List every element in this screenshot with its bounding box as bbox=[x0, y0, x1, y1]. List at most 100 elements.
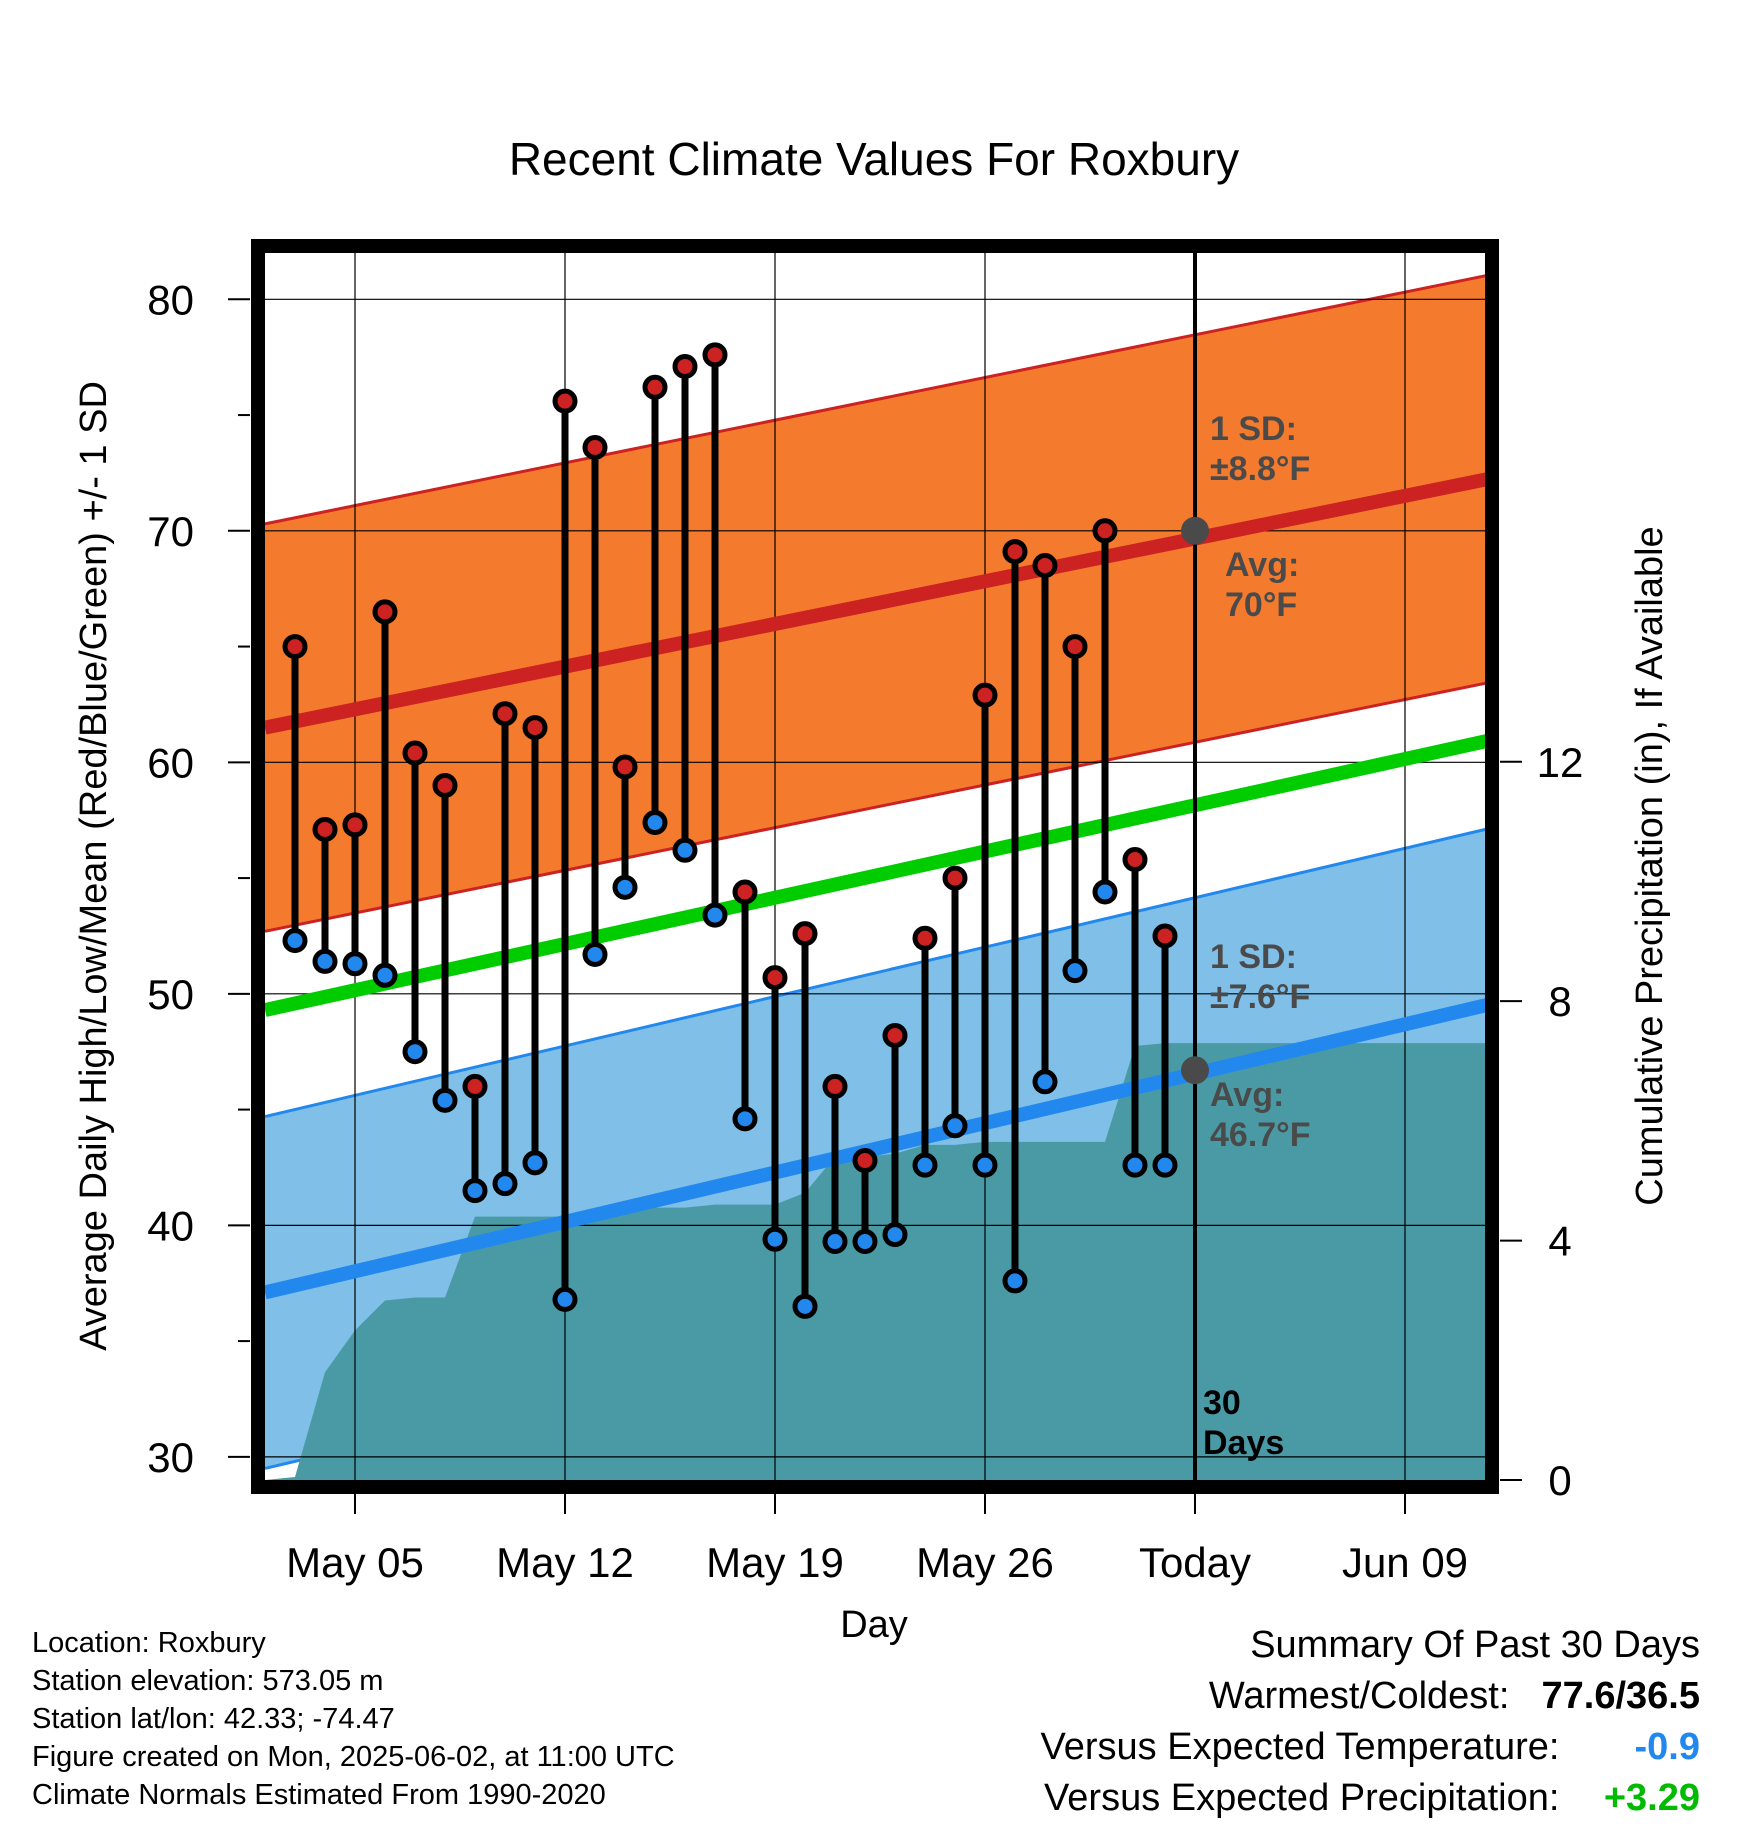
daily-high-point bbox=[612, 754, 638, 780]
y2-tick-label: 4 bbox=[1548, 1218, 1571, 1265]
daily-high-point bbox=[492, 701, 518, 727]
daily-high-point bbox=[1152, 923, 1178, 949]
daily-low-point bbox=[462, 1178, 488, 1204]
daily-low-point bbox=[582, 941, 608, 967]
daily-high-point bbox=[552, 388, 578, 414]
daily-high-point bbox=[582, 434, 608, 460]
daily-low-point bbox=[372, 962, 398, 988]
daily-high-point bbox=[942, 865, 968, 891]
y-tick-label: 80 bbox=[147, 276, 194, 323]
y-tick-label: 60 bbox=[147, 739, 194, 786]
daily-low-point bbox=[342, 951, 368, 977]
normal-high-line bbox=[263, 470, 1497, 735]
low-avg-line1: Avg: bbox=[1210, 1076, 1284, 1114]
daily-high-point bbox=[762, 965, 788, 991]
daily-high-point bbox=[1062, 634, 1088, 660]
high-normal-band-upper bbox=[264, 272, 1496, 526]
daily-low-point bbox=[972, 1152, 998, 1178]
daily-high-point bbox=[792, 921, 818, 947]
daily-low-point bbox=[702, 902, 728, 928]
daily-low-point bbox=[822, 1229, 848, 1255]
high-avg-line1: Avg: bbox=[1225, 546, 1299, 584]
temp-row: Versus Expected Temperature: -0.9 bbox=[1041, 1722, 1700, 1773]
plot-area bbox=[263, 253, 1497, 1480]
window-label-unit: Days bbox=[1203, 1424, 1284, 1462]
daily-high-point bbox=[342, 812, 368, 838]
normal-low-line bbox=[263, 996, 1497, 1300]
daily-low-point bbox=[1152, 1152, 1178, 1178]
high-avg-annotation: Avg: 70°F bbox=[1225, 546, 1309, 624]
daily-low-point bbox=[912, 1152, 938, 1178]
x-tick-label: May 26 bbox=[916, 1539, 1054, 1586]
station-metadata: Location: Roxbury Station elevation: 573… bbox=[32, 1624, 675, 1814]
high-normal-band-lower bbox=[264, 679, 1496, 933]
latlon-line: Station lat/lon: 42.33; -74.47 bbox=[32, 1703, 395, 1735]
today-low-avg-marker bbox=[1181, 1056, 1209, 1085]
daily-high-point bbox=[312, 816, 338, 842]
normal-mean-line bbox=[263, 732, 1497, 1017]
temp-label: Versus Expected Temperature: bbox=[1040, 1726, 1560, 1768]
low-sd-line1: 1 SD: bbox=[1210, 938, 1297, 976]
daily-high-point bbox=[282, 634, 308, 660]
daily-low-point bbox=[942, 1113, 968, 1139]
x-tick-label: Today bbox=[1139, 1539, 1251, 1586]
daily-low-point bbox=[1092, 879, 1118, 905]
high-sd-line1: 1 SD: bbox=[1210, 410, 1297, 448]
summary-panel: Summary Of Past 30 Days Warmest/Coldest:… bbox=[1041, 1620, 1700, 1824]
today-high-avg-marker bbox=[1181, 516, 1209, 545]
daily-high-point bbox=[402, 740, 428, 766]
elevation-line: Station elevation: 573.05 m bbox=[32, 1665, 384, 1697]
daily-high-point bbox=[432, 772, 458, 798]
daily-high-point bbox=[1002, 539, 1028, 565]
daily-high-point bbox=[912, 925, 938, 951]
daily-low-point bbox=[552, 1286, 578, 1312]
daily-high-point bbox=[852, 1148, 878, 1174]
daily-low-point bbox=[852, 1229, 878, 1255]
summary-title: Summary Of Past 30 Days bbox=[1250, 1624, 1700, 1666]
y2-tick-label: 12 bbox=[1537, 739, 1584, 786]
high-avg-line2: 70°F bbox=[1225, 586, 1297, 624]
y-tick-label: 70 bbox=[147, 508, 194, 555]
daily-high-point bbox=[1122, 847, 1148, 873]
warm-cold-row: Warmest/Coldest: 77.6/36.5 bbox=[1041, 1671, 1700, 1722]
daily-low-point bbox=[312, 948, 338, 974]
warm-cold-label: Warmest/Coldest: bbox=[1208, 1675, 1510, 1717]
window-label: 30 Days bbox=[1203, 1384, 1284, 1462]
low-avg-annotation: Avg: 46.7°F bbox=[1210, 1076, 1311, 1154]
precip-row: Versus Expected Precipitation: +3.29 bbox=[1041, 1773, 1700, 1824]
y-tick-label: 50 bbox=[147, 971, 194, 1018]
x-tick-label: May 12 bbox=[496, 1539, 634, 1586]
daily-low-point bbox=[492, 1171, 518, 1197]
daily-high-point bbox=[732, 879, 758, 905]
normals-annotations: 1 SD: ±8.8°F Avg: 70°F 1 SD: ±7.6°F Avg:… bbox=[1203, 410, 1311, 1462]
plot-frame bbox=[251, 239, 1499, 1494]
daily-high-point bbox=[972, 682, 998, 708]
chart-title: Recent Climate Values For Roxbury bbox=[509, 133, 1239, 185]
created-line: Figure created on Mon, 2025-06-02, at 11… bbox=[32, 1741, 675, 1773]
y-tick-label: 30 bbox=[147, 1434, 194, 1481]
daily-high-point bbox=[672, 353, 698, 379]
y-axis-title: Average Daily High/Low/Mean (Red/Blue/Gr… bbox=[73, 381, 115, 1351]
daily-low-point bbox=[432, 1087, 458, 1113]
x-tick-label: May 05 bbox=[286, 1539, 424, 1586]
daily-low-point bbox=[642, 810, 668, 836]
x-tick-label: Jun 09 bbox=[1342, 1539, 1468, 1586]
daily-low-point bbox=[732, 1106, 758, 1132]
daily-low-point bbox=[1122, 1152, 1148, 1178]
daily-high-point bbox=[522, 715, 548, 741]
daily-low-point bbox=[792, 1293, 818, 1319]
daily-low-point bbox=[402, 1039, 428, 1065]
daily-high-point bbox=[882, 1023, 908, 1049]
precipitation-area bbox=[265, 1043, 1495, 1480]
daily-high-point bbox=[462, 1073, 488, 1099]
daily-high-point bbox=[1092, 518, 1118, 544]
location-line: Location: Roxbury bbox=[32, 1627, 266, 1659]
window-label-number: 30 bbox=[1203, 1384, 1241, 1422]
daily-low-point bbox=[282, 928, 308, 954]
low-avg-line2: 46.7°F bbox=[1210, 1116, 1311, 1154]
precip-value: +3.29 bbox=[1603, 1777, 1700, 1819]
daily-high-point bbox=[642, 374, 668, 400]
y2-tick-label: 8 bbox=[1548, 978, 1571, 1025]
daily-low-point bbox=[882, 1222, 908, 1248]
